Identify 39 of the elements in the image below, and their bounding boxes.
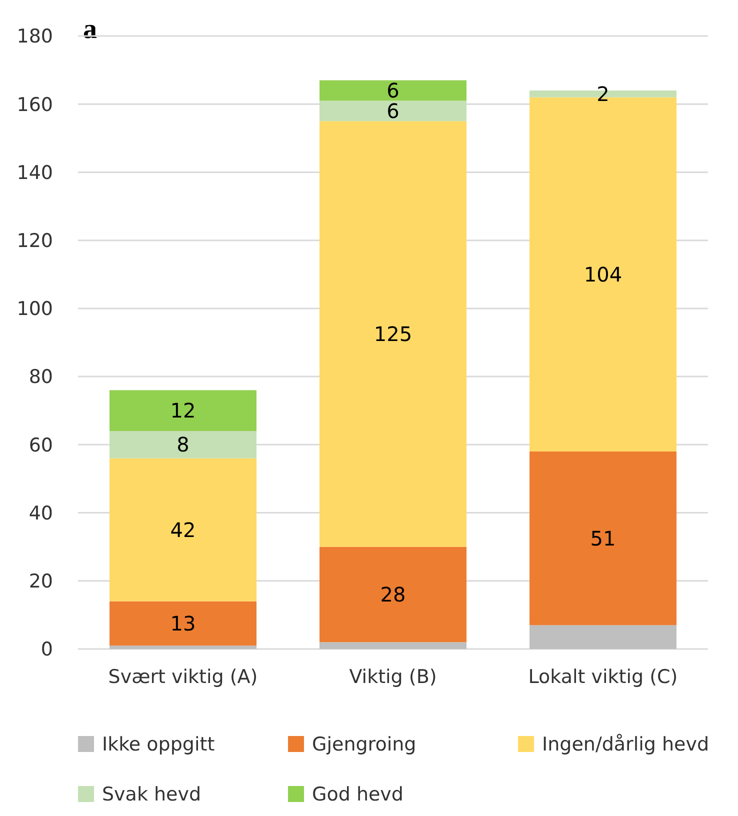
y-tick-label: 180 bbox=[16, 26, 53, 48]
data-label: 125 bbox=[374, 322, 412, 346]
bar bbox=[110, 431, 256, 458]
bar bbox=[530, 625, 676, 649]
bar bbox=[110, 390, 256, 432]
y-tick-label: 60 bbox=[28, 434, 53, 456]
y-tick-label: 120 bbox=[16, 230, 53, 252]
data-label: 12 bbox=[170, 398, 196, 423]
x-tick-label: Lokalt viktig (C) bbox=[528, 666, 678, 688]
y-tick-label: 100 bbox=[16, 298, 53, 320]
data-label: 51 bbox=[590, 526, 616, 550]
bar bbox=[320, 100, 466, 122]
bar bbox=[530, 451, 676, 626]
bar bbox=[320, 80, 466, 101]
data-label: 2 bbox=[596, 82, 610, 106]
data-label: 8 bbox=[176, 432, 190, 457]
data-label: 28 bbox=[380, 582, 406, 607]
bar bbox=[320, 121, 466, 547]
x-tick-label: Svært viktig (A) bbox=[108, 666, 258, 688]
bar bbox=[110, 601, 256, 646]
data-label: 104 bbox=[584, 262, 622, 286]
y-tick-label: 40 bbox=[28, 502, 53, 524]
bar bbox=[110, 458, 256, 602]
y-tick-label: 0 bbox=[40, 638, 53, 661]
y-tick-label: 20 bbox=[28, 570, 53, 593]
legend-label: Ikke oppgitt bbox=[102, 734, 215, 756]
legend-label: Svak hevd bbox=[102, 784, 202, 806]
data-label: 13 bbox=[170, 611, 196, 636]
y-tick-label: 80 bbox=[28, 366, 53, 388]
bar bbox=[320, 546, 466, 642]
legend-label: Gjengroing bbox=[312, 734, 416, 756]
legend-label: God hevd bbox=[312, 784, 404, 806]
y-tick-label: 140 bbox=[16, 162, 53, 184]
y-tick-label: 160 bbox=[16, 94, 53, 116]
legend-label: Ingen/dårlig hevd bbox=[542, 734, 710, 756]
bar bbox=[110, 646, 256, 649]
bar bbox=[320, 642, 466, 649]
x-tick-label: Viktig (B) bbox=[349, 666, 437, 688]
data-label: 42 bbox=[170, 518, 196, 542]
